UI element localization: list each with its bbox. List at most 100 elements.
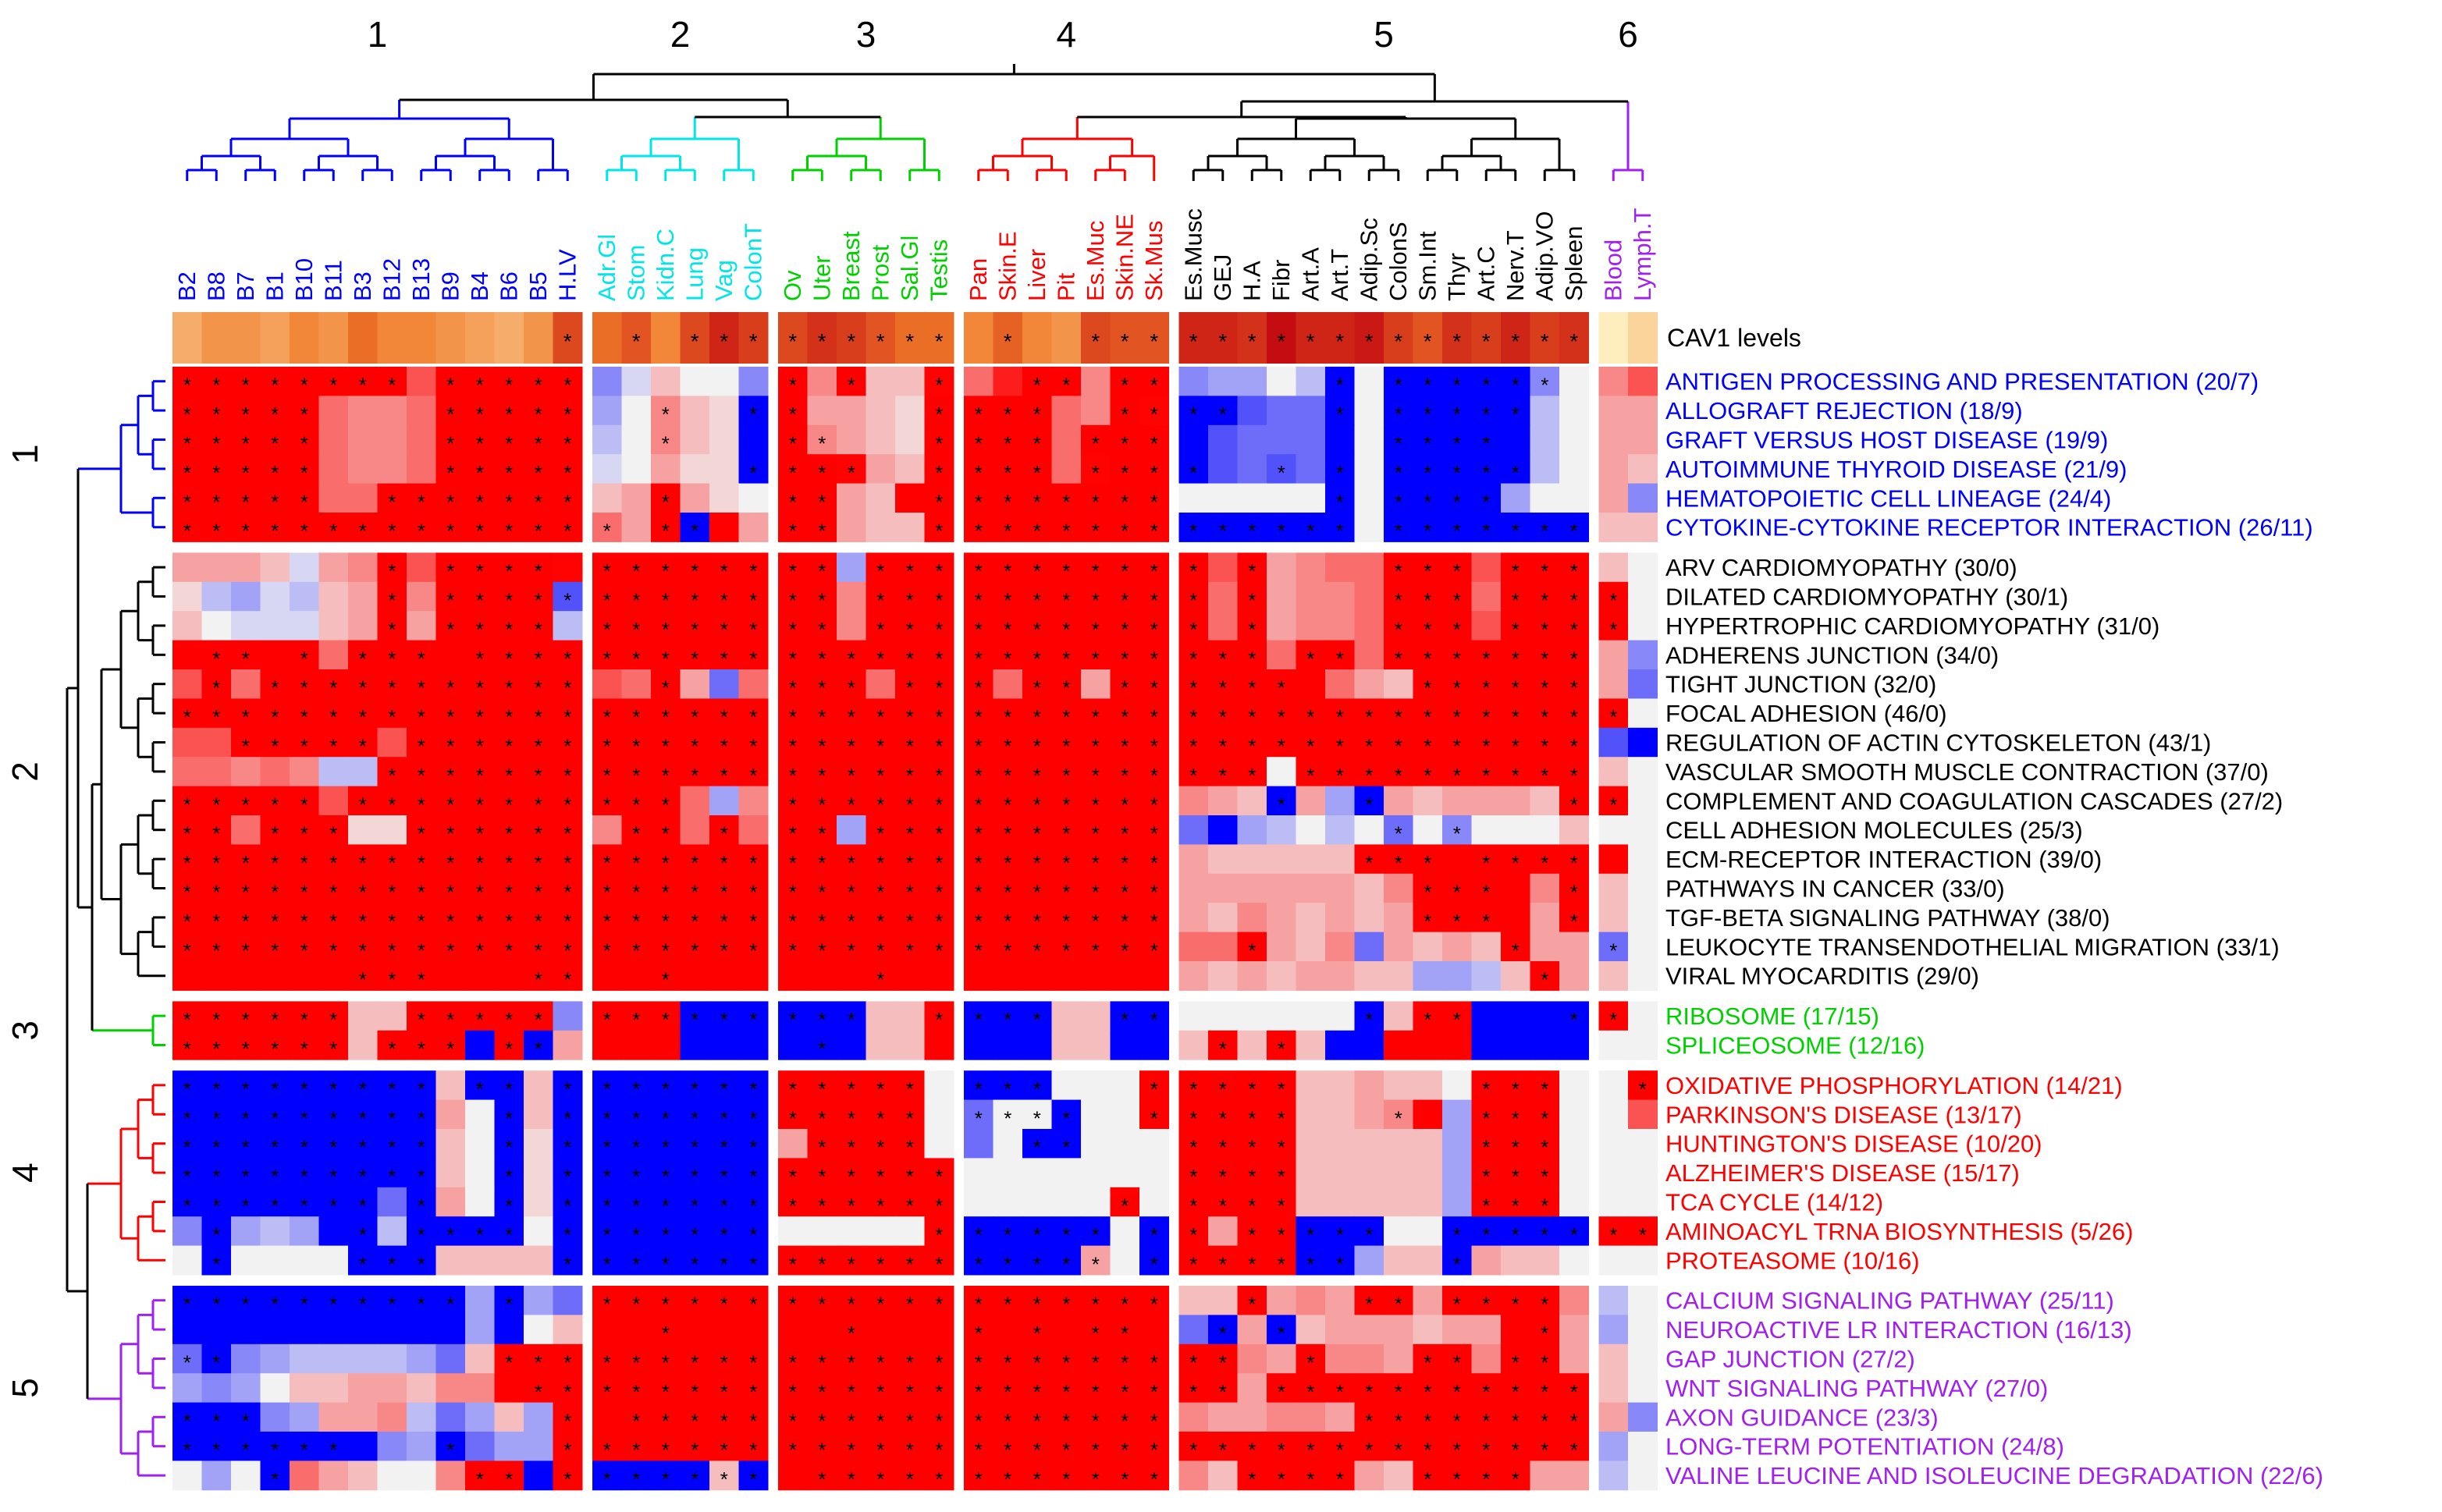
heatmap-cell [231, 367, 261, 396]
heatmap-cell [1559, 1187, 1589, 1217]
significance-star: * [271, 822, 279, 846]
significance-star: * [935, 1008, 943, 1031]
significance-star: * [749, 1351, 757, 1375]
heatmap-cell [1081, 513, 1111, 542]
heatmap-cell [1296, 396, 1326, 426]
significance-star: * [1395, 559, 1402, 583]
heatmap-cell [290, 454, 319, 484]
significance-star: * [505, 1165, 513, 1188]
significance-star: * [1121, 705, 1129, 729]
significance-star: * [1424, 461, 1431, 484]
significance-star: * [300, 1165, 308, 1188]
heatmap-cell [1559, 1461, 1589, 1491]
heatmap-cell [1559, 454, 1589, 484]
heatmap-cell [290, 513, 319, 542]
significance-star: * [242, 1136, 250, 1159]
heatmap-cell [318, 727, 349, 758]
heatmap-cell [1413, 1315, 1443, 1345]
significance-star: * [1278, 793, 1285, 816]
heatmap-cell [1471, 815, 1502, 845]
heatmap-cell [651, 367, 681, 396]
significance-star: * [1004, 461, 1011, 484]
significance-star: * [975, 618, 983, 641]
significance-star: * [1541, 618, 1548, 641]
significance-star: * [359, 881, 367, 904]
heatmap-cell [1559, 727, 1589, 758]
significance-star: * [1248, 764, 1256, 787]
heatmap-cell [621, 903, 652, 933]
significance-star: * [212, 1293, 220, 1316]
significance-star: * [1004, 1439, 1011, 1462]
heatmap-cell [435, 1245, 466, 1276]
heatmap-cell [1325, 424, 1355, 455]
significance-star: * [1424, 764, 1431, 787]
significance-star: * [1033, 822, 1041, 846]
significance-star: * [1336, 705, 1344, 729]
significance-star: * [1570, 1380, 1578, 1404]
significance-star: * [183, 1409, 191, 1432]
heatmap-cell [866, 396, 896, 426]
heatmap-cell [348, 396, 378, 426]
significance-star: * [271, 1468, 279, 1491]
heatmap-cell [1413, 1286, 1443, 1315]
heatmap-cell [1413, 454, 1443, 484]
cav1-star: * [1004, 329, 1012, 353]
heatmap-cell [680, 815, 710, 845]
significance-star: * [535, 374, 542, 397]
heatmap-cell [592, 727, 622, 758]
column-label: B8 [202, 272, 229, 301]
significance-star: * [603, 1106, 611, 1130]
heatmap-cell [964, 873, 994, 903]
heatmap-cell [435, 454, 466, 484]
heatmap-cell [651, 757, 681, 787]
significance-star: * [242, 490, 250, 513]
significance-star: * [1424, 618, 1431, 641]
significance-star: * [1004, 1351, 1011, 1375]
heatmap-cell [1501, 367, 1530, 396]
heatmap-cell [465, 367, 495, 396]
significance-star: * [818, 520, 826, 543]
significance-star: * [632, 1409, 640, 1432]
heatmap-cell [1471, 513, 1502, 542]
significance-star: * [818, 910, 826, 933]
heatmap-cell [231, 581, 261, 612]
heatmap-cell [1237, 815, 1267, 845]
significance-star: * [876, 939, 884, 962]
significance-star: * [183, 1165, 191, 1188]
significance-star: * [662, 520, 670, 543]
heatmap-cell [1051, 844, 1082, 875]
heatmap-cell [1559, 1129, 1589, 1159]
significance-star: * [1004, 1106, 1011, 1130]
heatmap-cell [1354, 1158, 1385, 1188]
heatmap-cell [231, 873, 261, 903]
heatmap-cell [524, 1315, 553, 1345]
significance-star: * [975, 764, 983, 787]
heatmap-cell [866, 483, 896, 513]
heatmap-cell [1354, 454, 1385, 484]
significance-star: * [1092, 1252, 1100, 1276]
heatmap-cell [837, 611, 866, 641]
heatmap-cell [318, 1216, 349, 1247]
heatmap-cell [1471, 483, 1502, 513]
heatmap-cell [1413, 1245, 1443, 1276]
heatmap-cell [348, 757, 378, 787]
significance-star: * [1395, 764, 1402, 787]
significance-star: * [388, 490, 396, 513]
significance-star: * [1424, 1351, 1431, 1375]
heatmap-cell [1413, 640, 1443, 670]
cav1-star: * [876, 329, 885, 353]
heatmap-cell [778, 552, 808, 583]
significance-star: * [1395, 432, 1402, 456]
significance-star: * [1248, 1194, 1256, 1218]
heatmap-cell [1628, 483, 1658, 513]
heatmap-cell [1384, 396, 1413, 426]
significance-star: * [632, 1252, 640, 1276]
heatmap-cell [993, 552, 1023, 583]
heatmap-cell [1110, 903, 1140, 933]
heatmap-cell [1081, 640, 1111, 670]
significance-star: * [535, 1351, 542, 1375]
heatmap-cell [318, 552, 349, 583]
heatmap-cell [231, 396, 261, 426]
significance-star: * [1453, 1468, 1461, 1491]
significance-star: * [662, 910, 670, 933]
